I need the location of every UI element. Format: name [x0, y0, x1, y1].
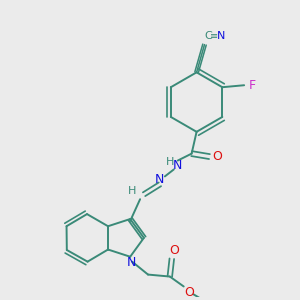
Text: O: O	[185, 286, 195, 299]
Text: N: N	[127, 256, 136, 269]
Text: H: H	[128, 186, 136, 196]
Text: N: N	[173, 159, 182, 172]
Text: C: C	[205, 31, 212, 41]
Text: O: O	[169, 244, 179, 257]
Text: N: N	[217, 31, 226, 41]
Text: N: N	[155, 173, 165, 186]
Text: O: O	[212, 150, 222, 163]
Text: F: F	[248, 79, 256, 92]
Text: H: H	[166, 157, 174, 166]
Text: ≡: ≡	[210, 31, 218, 41]
